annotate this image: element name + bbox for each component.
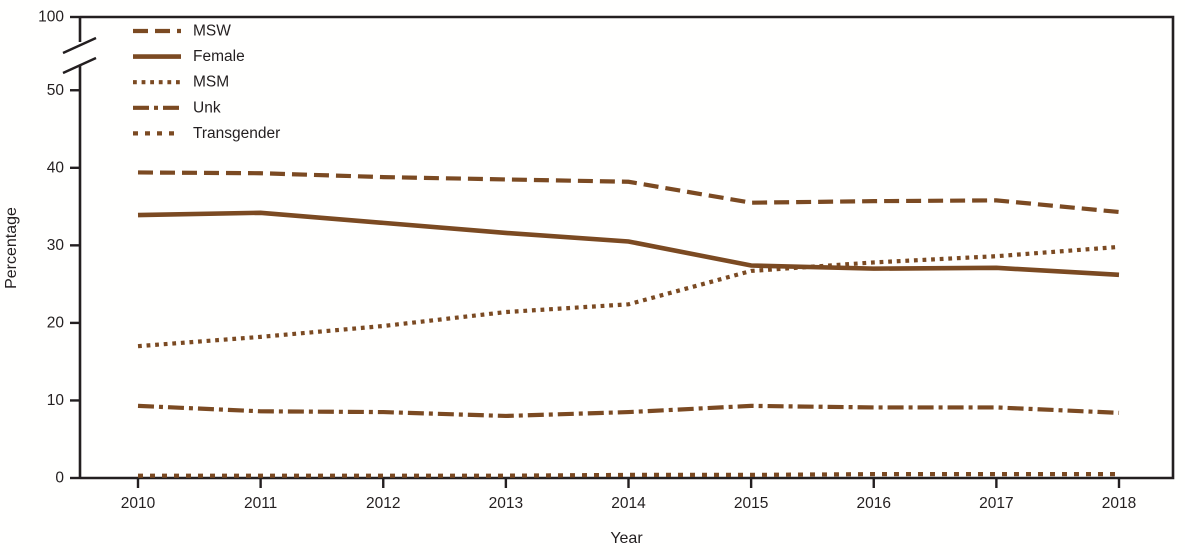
- series-line-msm: [137, 244, 1120, 349]
- series-line-msw: [137, 170, 1120, 215]
- y-tick-label: 30: [47, 237, 65, 254]
- legend-item-msm: MSM: [133, 74, 229, 91]
- x-axis: 2010 2011 2012 2013 2014 2015 2016 2017 2018: [121, 478, 1136, 512]
- x-tick-label: 2017: [979, 495, 1013, 512]
- x-axis-title: Year: [610, 530, 643, 547]
- series-line-transgender: [138, 472, 1119, 478]
- x-tick-label: 2011: [244, 495, 277, 512]
- series-lines: [137, 170, 1120, 478]
- x-tick-label: 2010: [121, 495, 156, 512]
- x-tick-label: 2015: [734, 495, 768, 512]
- legend-label: Female: [193, 48, 245, 65]
- x-tick-label: 2016: [857, 495, 891, 512]
- y-tick-label: 20: [47, 314, 65, 331]
- y-tick-label: 10: [47, 392, 65, 409]
- legend-item-msw: MSW: [133, 23, 231, 40]
- plot-border: [80, 15, 1175, 480]
- axis-break-slash: [62, 56, 97, 75]
- x-tick-label: 2018: [1102, 495, 1136, 512]
- y-tick-label: 40: [47, 159, 65, 176]
- legend-label: Unk: [193, 99, 221, 116]
- x-tick-label: 2014: [611, 495, 646, 512]
- legend-label: MSM: [193, 74, 229, 91]
- y-axis-title: Percentage: [3, 207, 20, 289]
- legend-label: Transgender: [193, 125, 280, 142]
- legend-item-unk: Unk: [133, 99, 221, 116]
- y-tick-label: 0: [55, 470, 64, 487]
- x-tick-label: 2013: [489, 495, 523, 512]
- y-axis: 0 10 20 30 40 50 100: [38, 9, 97, 487]
- legend-item-transgender: Transgender: [133, 125, 280, 142]
- series-line-female: [137, 210, 1120, 278]
- y-tick-label: 50: [47, 82, 65, 99]
- legend: MSW Female MSM Unk Transgender: [133, 23, 280, 142]
- x-tick-label: 2012: [366, 495, 400, 512]
- legend-item-female: Female: [133, 48, 245, 65]
- legend-label: MSW: [193, 23, 231, 40]
- series-line-unk: [137, 403, 1120, 419]
- axis-break-slash: [62, 36, 97, 55]
- y-tick-label: 100: [38, 9, 64, 26]
